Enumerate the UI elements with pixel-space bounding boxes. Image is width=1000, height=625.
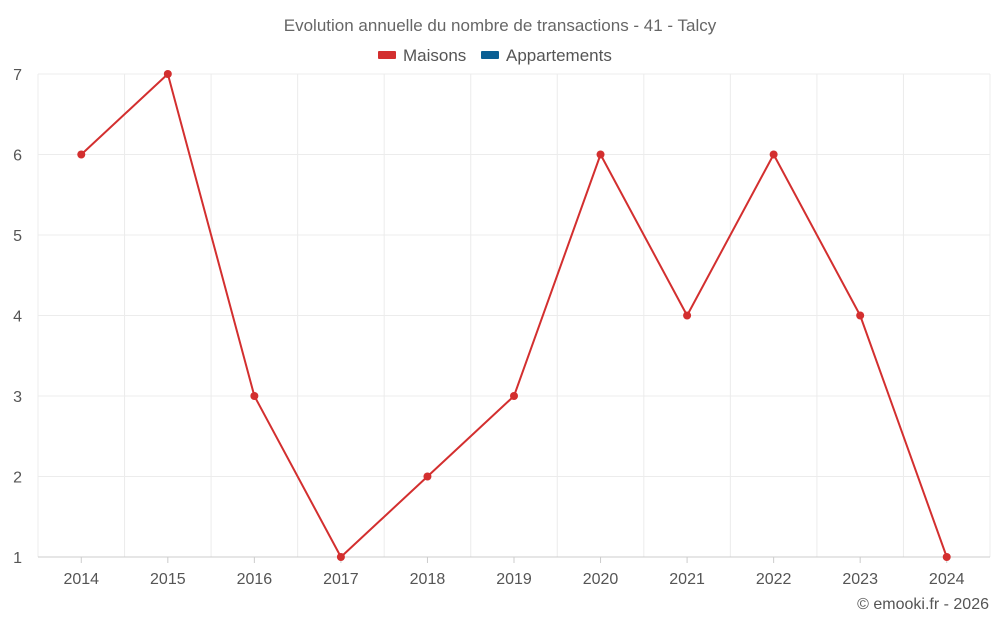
data-point-maisons-2021[interactable] bbox=[683, 311, 692, 320]
x-tick-label: 2014 bbox=[63, 571, 99, 588]
x-tick-label: 2015 bbox=[150, 571, 186, 588]
data-point-maisons-2015[interactable] bbox=[163, 70, 172, 78]
legend-item-appartements[interactable]: Appartements bbox=[481, 46, 612, 65]
y-tick-label: 6 bbox=[13, 148, 22, 165]
data-point-maisons-2014[interactable] bbox=[77, 150, 86, 159]
y-tick-label: 2 bbox=[13, 470, 22, 487]
x-tick-label: 2022 bbox=[756, 571, 792, 588]
x-axis: 2014 2015 2016 2017 2018 2019 2020 2021 2022 2023… bbox=[38, 556, 990, 588]
legend-swatch-appartements bbox=[481, 51, 499, 59]
data-point-maisons-2020[interactable] bbox=[596, 150, 605, 159]
x-tick-label: 2018 bbox=[410, 571, 446, 588]
y-tick-label: 1 bbox=[13, 550, 22, 567]
y-tick-label: 3 bbox=[13, 389, 22, 406]
x-tick-label: 2020 bbox=[583, 571, 619, 588]
series-maisons bbox=[77, 70, 951, 561]
data-point-maisons-2017[interactable] bbox=[336, 553, 345, 561]
x-tick-label: 2017 bbox=[323, 571, 359, 588]
data-point-maisons-2022[interactable] bbox=[769, 150, 778, 159]
data-point-maisons-2019[interactable] bbox=[510, 392, 518, 400]
data-point-maisons-2023[interactable] bbox=[856, 311, 865, 320]
chart-title: Evolution annuelle du nombre de transact… bbox=[284, 16, 717, 35]
data-point-maisons-2016[interactable] bbox=[250, 392, 259, 400]
legend-label-maisons: Maisons bbox=[403, 46, 466, 65]
legend-item-maisons[interactable]: Maisons bbox=[378, 46, 466, 65]
data-point-maisons-2024[interactable] bbox=[942, 553, 951, 561]
y-axis: 1 2 3 4 5 6 7 bbox=[13, 67, 22, 567]
legend-swatch-maisons bbox=[378, 51, 396, 59]
x-tick-label: 2024 bbox=[929, 571, 965, 588]
y-tick-label: 7 bbox=[13, 67, 22, 84]
x-tick-label: 2016 bbox=[237, 571, 273, 588]
x-tick-label: 2023 bbox=[842, 571, 878, 588]
credit-text: © emooki.fr - 2026 bbox=[857, 596, 989, 613]
x-tick-label: 2021 bbox=[669, 571, 705, 588]
legend: Maisons Appartements bbox=[378, 46, 612, 65]
y-tick-label: 4 bbox=[13, 309, 22, 326]
data-point-maisons-2018[interactable] bbox=[423, 472, 432, 481]
y-tick-label: 5 bbox=[13, 228, 22, 245]
legend-label-appartements: Appartements bbox=[506, 46, 612, 65]
grid bbox=[37, 73, 991, 557]
x-tick-label: 2019 bbox=[496, 571, 532, 588]
